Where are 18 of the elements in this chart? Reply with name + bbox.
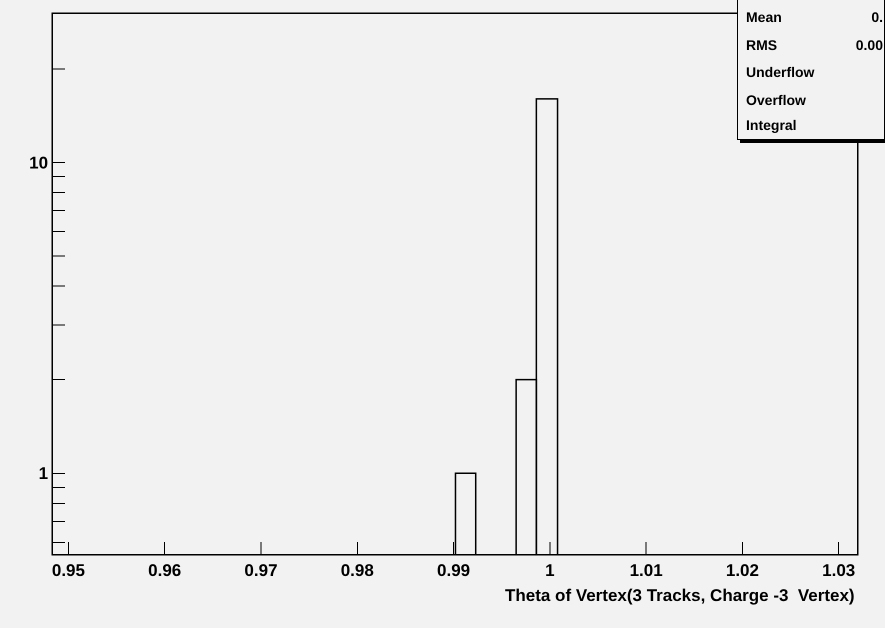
- x-tick-label: 0.99: [437, 560, 470, 580]
- x-tick-label: 1.01: [630, 560, 663, 580]
- annotation: Mean: [746, 9, 782, 25]
- y-tick-label: 10: [29, 153, 48, 172]
- annotation: Overflow: [746, 92, 806, 108]
- x-tick-label: 0.97: [244, 560, 278, 580]
- x-tick-label: 1.03: [822, 560, 856, 580]
- annotation: 0.00: [856, 36, 883, 54]
- x-tick-label: 1.02: [726, 560, 759, 580]
- x-tick-label: 0.95: [52, 560, 85, 580]
- annotation: Underflow: [746, 64, 814, 80]
- x-tick-label: 1: [545, 560, 555, 580]
- x-axis-title: Theta of Vertex(3 Tracks, Charge -3 Vertex): [505, 586, 855, 605]
- x-tick-label: 0.98: [340, 560, 374, 580]
- text: 0.: [871, 9, 883, 25]
- annotation: RMS: [746, 37, 778, 53]
- annotation: Integral: [746, 117, 797, 133]
- x-tick-label: 0.96: [148, 560, 182, 580]
